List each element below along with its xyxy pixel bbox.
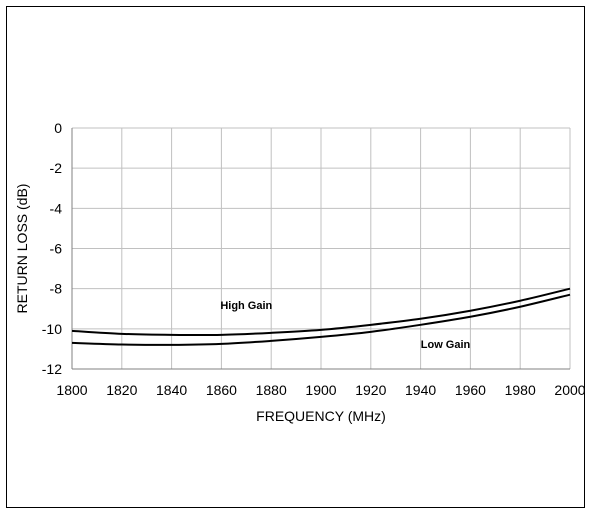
y-axis-title: RETURN LOSS (dB) xyxy=(14,184,30,314)
series xyxy=(71,287,571,346)
x-tick-label: 1840 xyxy=(156,382,187,398)
y-tick-label: -10 xyxy=(42,321,62,337)
x-tick-label: 1880 xyxy=(256,382,287,398)
x-tick-labels: 1800 1820 1840 1860 1880 1900 1920 1940 1960 1980… xyxy=(56,382,584,398)
series-line-low-gain xyxy=(71,293,571,346)
chart-frame: 1800 1820 1840 1860 1880 1900 1920 1940 1960 1980… xyxy=(6,6,585,508)
x-tick-label: 2000 xyxy=(554,382,584,398)
x-tick-label: 1900 xyxy=(305,382,336,398)
x-tick-label: 1800 xyxy=(56,382,87,398)
series-line-high-gain xyxy=(71,287,571,337)
annotation-high-gain: High Gain xyxy=(220,300,272,312)
x-axis-title: FREQUENCY (MHz) xyxy=(256,408,386,424)
axes xyxy=(71,128,570,370)
y-tick-label: -6 xyxy=(50,241,63,257)
x-tick-label: 1940 xyxy=(405,382,436,398)
y-tick-labels: 0 -2 -4 -6 -8 -10 -12 xyxy=(42,120,62,377)
line-chart: 1800 1820 1840 1860 1880 1900 1920 1940 1960 1980… xyxy=(14,120,584,424)
x-tick-label: 1860 xyxy=(206,382,237,398)
y-tick-label: -4 xyxy=(50,200,63,216)
y-tick-label: 0 xyxy=(54,120,62,136)
annotations: High Gain Low Gain xyxy=(220,300,470,351)
y-tick-label: -8 xyxy=(50,281,63,297)
x-tick-label: 1820 xyxy=(106,382,137,398)
grid xyxy=(72,127,571,369)
y-tick-label: -12 xyxy=(42,361,62,377)
x-tick-label: 1960 xyxy=(455,382,486,398)
y-tick-label: -2 xyxy=(50,160,63,176)
x-tick-label: 1920 xyxy=(355,382,386,398)
x-tick-label: 1980 xyxy=(505,382,536,398)
annotation-low-gain: Low Gain xyxy=(421,339,471,351)
